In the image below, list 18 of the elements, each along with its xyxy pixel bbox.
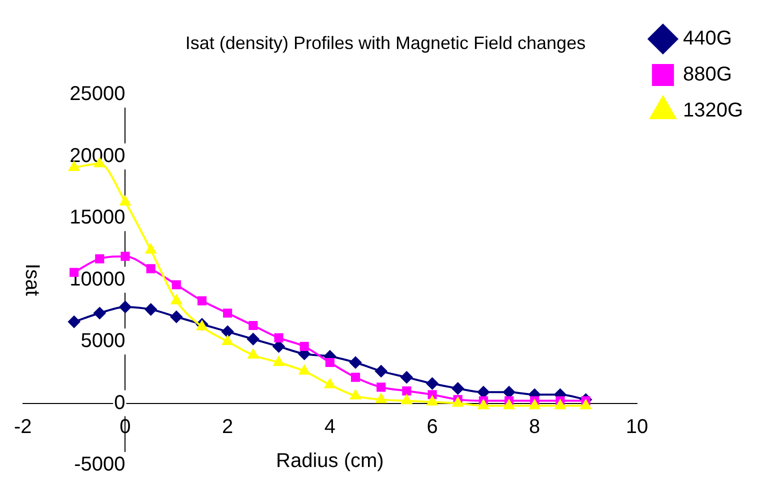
x-tick-label: 4 <box>324 416 336 438</box>
legend-label: 880G <box>682 64 732 86</box>
y-tick-label: 0 <box>114 392 126 414</box>
chart-title: Isat (density) Profiles with Magnetic Field changes <box>185 32 586 53</box>
x-axis-title: Radius (cm) <box>276 450 384 472</box>
y-tick-label: 15000 <box>70 206 126 229</box>
y-axis-title: Isat <box>21 264 44 296</box>
x-tick-label: 2 <box>222 416 234 438</box>
y-tick-label: 20000 <box>70 144 126 167</box>
x-tick-label: 10 <box>626 416 648 438</box>
y-tick-label: 25000 <box>70 83 126 106</box>
x-tick-label: -2 <box>14 416 32 438</box>
legend-label: 440G <box>682 28 732 50</box>
y-tick-label: 5000 <box>80 330 126 352</box>
y-tick-label: -5000 <box>74 454 126 476</box>
x-tick-label: 6 <box>426 416 438 438</box>
legend-label: 1320G <box>682 100 744 122</box>
x-tick-label: 8 <box>529 416 540 438</box>
